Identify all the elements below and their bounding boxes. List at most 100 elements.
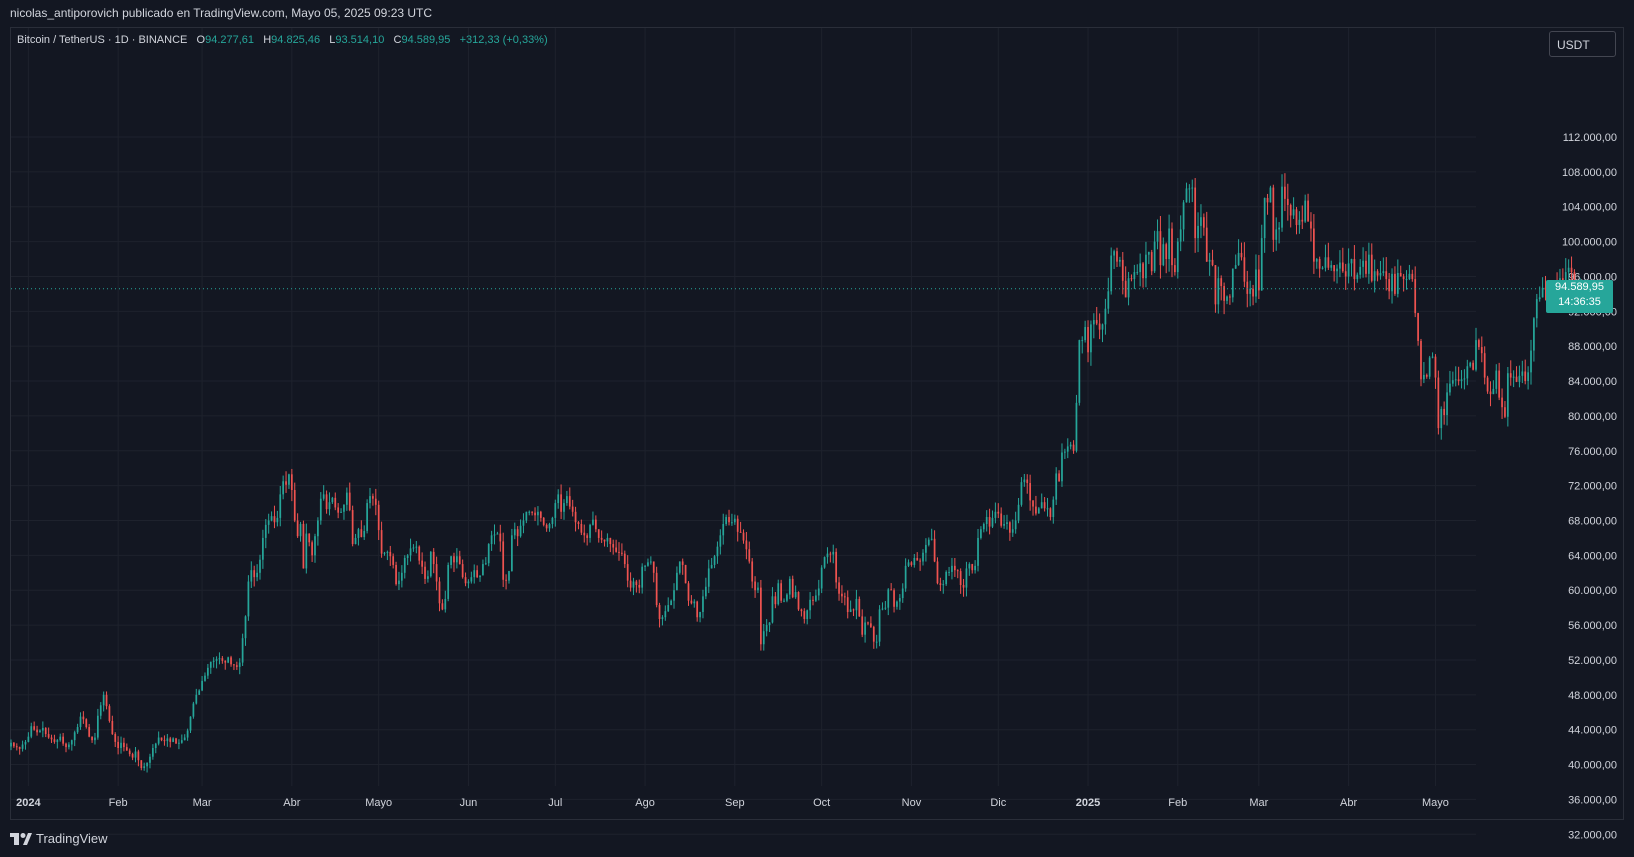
candle-body: [757, 587, 759, 591]
candle-body: [227, 657, 230, 663]
candle-body: [1064, 451, 1066, 453]
candle-body: [1116, 251, 1118, 262]
candle-body: [253, 570, 256, 578]
candle-body: [1327, 257, 1330, 268]
candle-body: [282, 481, 285, 495]
y-tick-label: 68.000,00: [1568, 516, 1617, 528]
x-tick-label: Abr: [1340, 797, 1357, 809]
candle-body: [400, 572, 403, 581]
candle-body: [354, 537, 357, 545]
candle-body: [1289, 204, 1292, 216]
y-tick-label: 100.000,00: [1562, 237, 1617, 249]
candle-body: [1147, 252, 1150, 255]
candle-body: [1495, 370, 1498, 389]
currency-button[interactable]: USDT: [1549, 31, 1616, 57]
candle-body: [649, 561, 652, 563]
candle-body: [233, 664, 235, 666]
candle-body: [244, 616, 247, 639]
candle-body: [713, 556, 716, 565]
candle-body: [887, 589, 890, 608]
candle-body: [867, 622, 869, 624]
candle-body: [725, 517, 727, 524]
candle-body: [1344, 271, 1347, 277]
candle-body: [1498, 370, 1501, 398]
candle-body: [925, 544, 927, 553]
candle-body: [175, 738, 177, 744]
candle-body: [1301, 219, 1304, 222]
candle-body: [192, 703, 195, 717]
candle-body: [922, 552, 924, 562]
candle-body: [794, 591, 797, 598]
y-tick-label: 64.000,00: [1568, 550, 1617, 562]
candle-body: [1460, 379, 1463, 382]
candle-body: [1026, 479, 1029, 484]
candle-body: [1567, 267, 1570, 273]
candle-body: [1506, 373, 1509, 417]
candle-body: [638, 585, 641, 588]
candle-body: [30, 726, 33, 737]
candle-body: [1376, 271, 1379, 276]
candle-body: [551, 517, 554, 524]
candle-body: [302, 523, 305, 569]
high-label: H: [263, 34, 272, 46]
footer-brand[interactable]: TradingView: [10, 831, 108, 846]
candle-body: [406, 555, 409, 558]
candle-body: [24, 741, 27, 745]
candle-body: [1365, 260, 1367, 274]
countdown-timer: 14:36:35: [1558, 295, 1601, 308]
candle-body: [762, 631, 765, 645]
candle-body: [1451, 380, 1454, 384]
candle-body: [1304, 200, 1307, 222]
candle-body: [311, 542, 313, 556]
candle-body: [1353, 259, 1356, 280]
candle-body: [314, 536, 316, 556]
candle-body: [79, 716, 82, 728]
candle-body: [412, 547, 415, 549]
candle-body: [777, 583, 780, 605]
candle-body: [151, 747, 154, 757]
candle-body: [140, 760, 143, 769]
candle-body: [56, 740, 59, 742]
candle-body: [1035, 506, 1037, 514]
candle-body: [441, 603, 444, 610]
candle-body: [21, 744, 24, 749]
candle-body: [180, 740, 183, 743]
candle-body: [59, 736, 62, 741]
candle-body: [658, 605, 661, 619]
candle-body: [1119, 259, 1121, 262]
candle-body: [965, 568, 968, 588]
candle-body: [1535, 299, 1538, 319]
candle-body: [1405, 279, 1408, 281]
candle-body: [930, 538, 933, 540]
candle-body: [806, 610, 809, 619]
candle-body: [1321, 267, 1324, 269]
candle-body: [1217, 278, 1220, 305]
candle-body: [328, 502, 331, 510]
candle-body: [1072, 444, 1075, 451]
candle-body: [1249, 288, 1252, 294]
candle-body: [1431, 356, 1434, 358]
candle-body: [702, 596, 704, 613]
x-tick-label: Jul: [548, 797, 562, 809]
candle-body: [1240, 252, 1243, 258]
candle-body: [285, 481, 287, 485]
candle-body: [864, 622, 866, 635]
candle-body: [1396, 272, 1399, 294]
candle-body: [68, 744, 70, 748]
candle-body: [728, 517, 730, 523]
candle-body: [1156, 231, 1159, 242]
candle-body: [372, 496, 374, 499]
candle-body: [82, 716, 85, 720]
candle-body: [1408, 273, 1411, 280]
candle-body: [563, 503, 565, 512]
candle-body: [111, 720, 114, 735]
candle-body: [1214, 265, 1217, 305]
candle-body: [681, 561, 684, 565]
y-tick-label: 48.000,00: [1568, 690, 1617, 702]
candle-body: [849, 609, 852, 613]
candle-body: [673, 590, 675, 601]
candle-body: [186, 730, 189, 738]
candle-body: [1145, 254, 1147, 279]
candle-body: [606, 537, 609, 542]
